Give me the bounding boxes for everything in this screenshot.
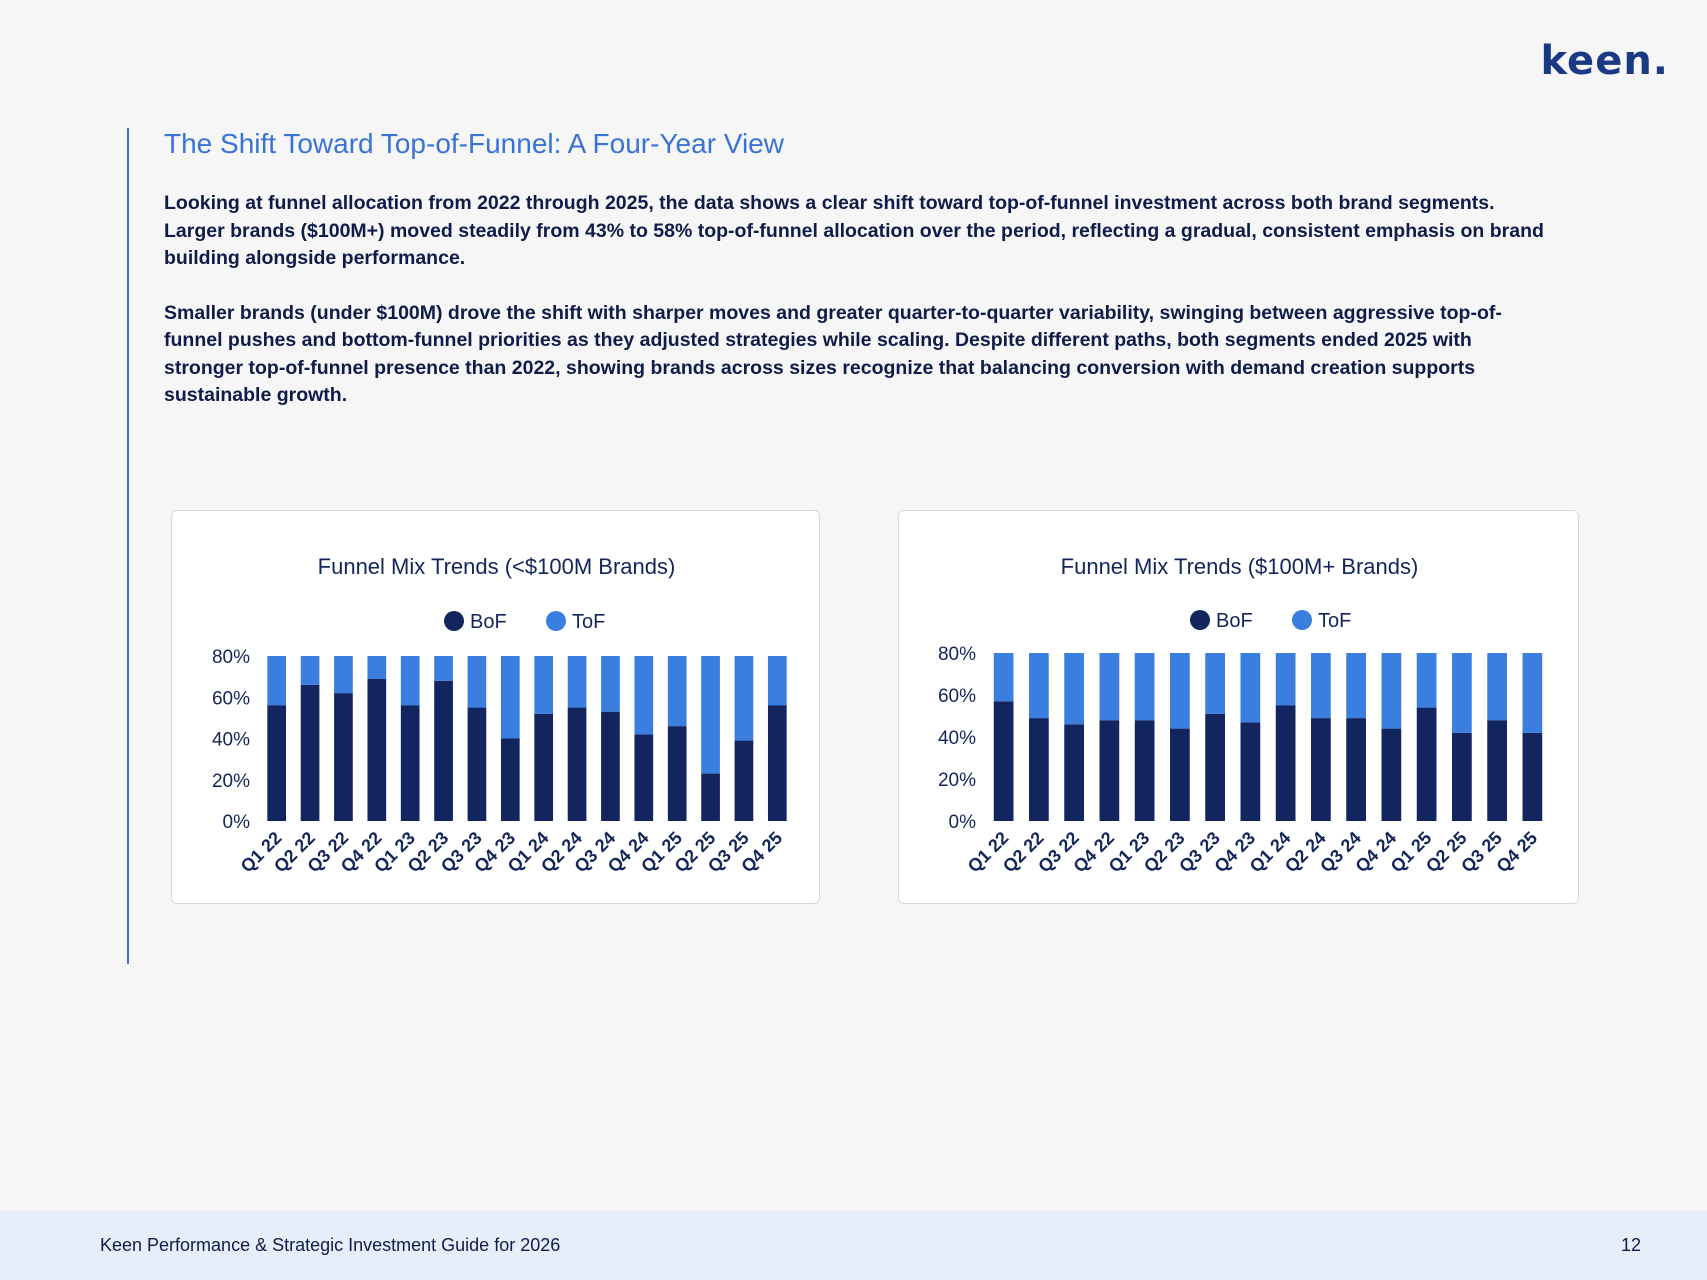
y-tick-label: 20% — [212, 771, 250, 792]
bar-bof-q1-22 — [993, 701, 1014, 821]
y-tick-label: 60% — [212, 688, 250, 709]
paragraph-1: Looking at funnel allocation from 2022 t… — [164, 192, 1544, 269]
chart-title: Funnel Mix Trends ($100M+ Brands) — [1061, 554, 1419, 579]
bar-tof-q1-22 — [993, 653, 1014, 702]
legend-swatch-tof — [1292, 610, 1312, 630]
y-tick-label: 60% — [938, 686, 976, 707]
bar-bof-q4-23 — [500, 738, 520, 821]
bar-bof-q2-23 — [1170, 728, 1190, 821]
bar-tof-q3-25 — [734, 656, 754, 741]
bar-tof-q1-25 — [667, 656, 687, 727]
bar-bof-q1-22 — [267, 705, 287, 821]
x-tick-label: Q4 25 — [1492, 828, 1541, 877]
bar-tof-q3-25 — [1487, 653, 1507, 721]
y-tick-label: 80% — [212, 647, 250, 668]
bar-tof-q3-22 — [1064, 653, 1084, 725]
keen-logo: keen. — [1540, 38, 1669, 84]
bar-bof-q4-24 — [634, 734, 654, 821]
bar-tof-q4-23 — [500, 656, 520, 739]
chart-card-large-brands: Funnel Mix Trends ($100M+ Brands) BoF ToF 0… — [898, 510, 1579, 904]
bar-bof-q1-23 — [1134, 720, 1155, 821]
bar-tof-q1-24 — [1275, 653, 1296, 706]
bar-tof-q4-25 — [1522, 653, 1543, 733]
bar-bof-q4-25 — [1522, 732, 1543, 821]
bar-tof-q4-24 — [634, 656, 654, 735]
y-tick-label: 80% — [938, 644, 976, 665]
legend-label-bof: BoF — [470, 611, 507, 633]
bar-bof-q4-25 — [767, 705, 787, 821]
bar-bof-q2-22 — [300, 684, 320, 821]
bar-bof-q2-25 — [1452, 732, 1472, 821]
bar-bof-q3-23 — [1205, 713, 1225, 821]
bar-bof-q3-24 — [1346, 718, 1366, 821]
bar-bof-q1-24 — [1275, 705, 1296, 821]
bar-bof-q4-22 — [1099, 720, 1120, 821]
bar-tof-q4-22 — [1099, 653, 1120, 721]
bar-bof-q1-24 — [534, 713, 554, 821]
page-number: 12 — [1620, 1235, 1641, 1255]
y-tick-label: 20% — [938, 770, 976, 791]
bar-tof-q2-23 — [434, 656, 453, 681]
bar-tof-q4-22 — [367, 656, 387, 679]
bar-tof-q4-24 — [1381, 653, 1402, 729]
bar-bof-q3-24 — [601, 711, 620, 821]
legend-swatch-bof — [1190, 610, 1210, 630]
bar-tof-q2-23 — [1170, 653, 1190, 729]
legend-swatch-tof — [546, 611, 566, 631]
chart-title: Funnel Mix Trends (<$100M Brands) — [318, 554, 676, 579]
bar-tof-q3-24 — [601, 656, 620, 712]
bar-tof-q2-22 — [1029, 653, 1049, 719]
chart-large-brands: Funnel Mix Trends ($100M+ Brands) BoF ToF 0… — [938, 554, 1543, 877]
bar-tof-q3-23 — [1205, 653, 1225, 714]
y-tick-label: 40% — [212, 730, 250, 751]
bar-tof-q1-25 — [1416, 653, 1437, 708]
bar-bof-q3-23 — [467, 707, 487, 821]
page-title: The Shift Toward Top-of-Funnel: A Four-Y… — [164, 128, 784, 159]
footer: Keen Performance & Strategic Investment … — [0, 1211, 1707, 1280]
chart-card-small-brands: Funnel Mix Trends (<$100M Brands) BoF ToF 0… — [171, 510, 820, 904]
chart-small-brands: Funnel Mix Trends (<$100M Brands) BoF ToF 0… — [212, 554, 787, 877]
bar-bof-q4-22 — [367, 678, 387, 821]
bar-tof-q1-23 — [400, 656, 420, 706]
y-tick-label: 0% — [223, 812, 251, 833]
bar-bof-q4-23 — [1240, 722, 1261, 821]
bar-tof-q3-23 — [467, 656, 487, 708]
accent-line — [127, 128, 129, 964]
bar-tof-q3-24 — [1346, 653, 1366, 719]
bar-bof-q3-25 — [734, 740, 754, 821]
bar-bof-q4-24 — [1381, 728, 1402, 821]
bar-tof-q2-22 — [300, 656, 320, 685]
paragraph-2: Smaller brands (under $100M) drove the s… — [164, 301, 1502, 407]
bar-tof-q1-23 — [1134, 653, 1155, 721]
bar-bof-q1-25 — [1416, 707, 1437, 821]
legend-swatch-bof — [444, 611, 464, 631]
legend-label-tof: ToF — [572, 611, 605, 633]
bar-tof-q1-22 — [267, 656, 287, 706]
bar-bof-q1-23 — [400, 705, 420, 821]
bar-tof-q2-24 — [1311, 653, 1331, 719]
bar-tof-q2-24 — [567, 656, 587, 708]
bar-bof-q2-25 — [701, 773, 720, 821]
footer-text: Keen Performance & Strategic Investment … — [100, 1235, 561, 1255]
legend-label-tof: ToF — [1318, 610, 1351, 632]
body-text: Looking at funnel allocation from 2022 t… — [164, 190, 1544, 437]
bar-bof-q2-23 — [434, 680, 453, 821]
y-tick-label: 40% — [938, 728, 976, 749]
bar-bof-q3-25 — [1487, 720, 1507, 821]
bar-bof-q2-24 — [567, 707, 587, 821]
legend-label-bof: BoF — [1216, 610, 1253, 632]
bar-tof-q1-24 — [534, 656, 554, 714]
bar-bof-q1-25 — [667, 726, 687, 821]
bar-bof-q3-22 — [334, 693, 353, 821]
bar-tof-q4-23 — [1240, 653, 1261, 723]
bar-tof-q3-22 — [334, 656, 353, 694]
bar-tof-q2-25 — [1452, 653, 1472, 733]
y-tick-label: 0% — [949, 812, 977, 833]
bar-tof-q2-25 — [701, 656, 720, 774]
bar-tof-q4-25 — [767, 656, 787, 706]
bar-bof-q3-22 — [1064, 724, 1084, 821]
bar-bof-q2-24 — [1311, 718, 1331, 821]
bar-bof-q2-22 — [1029, 718, 1049, 821]
